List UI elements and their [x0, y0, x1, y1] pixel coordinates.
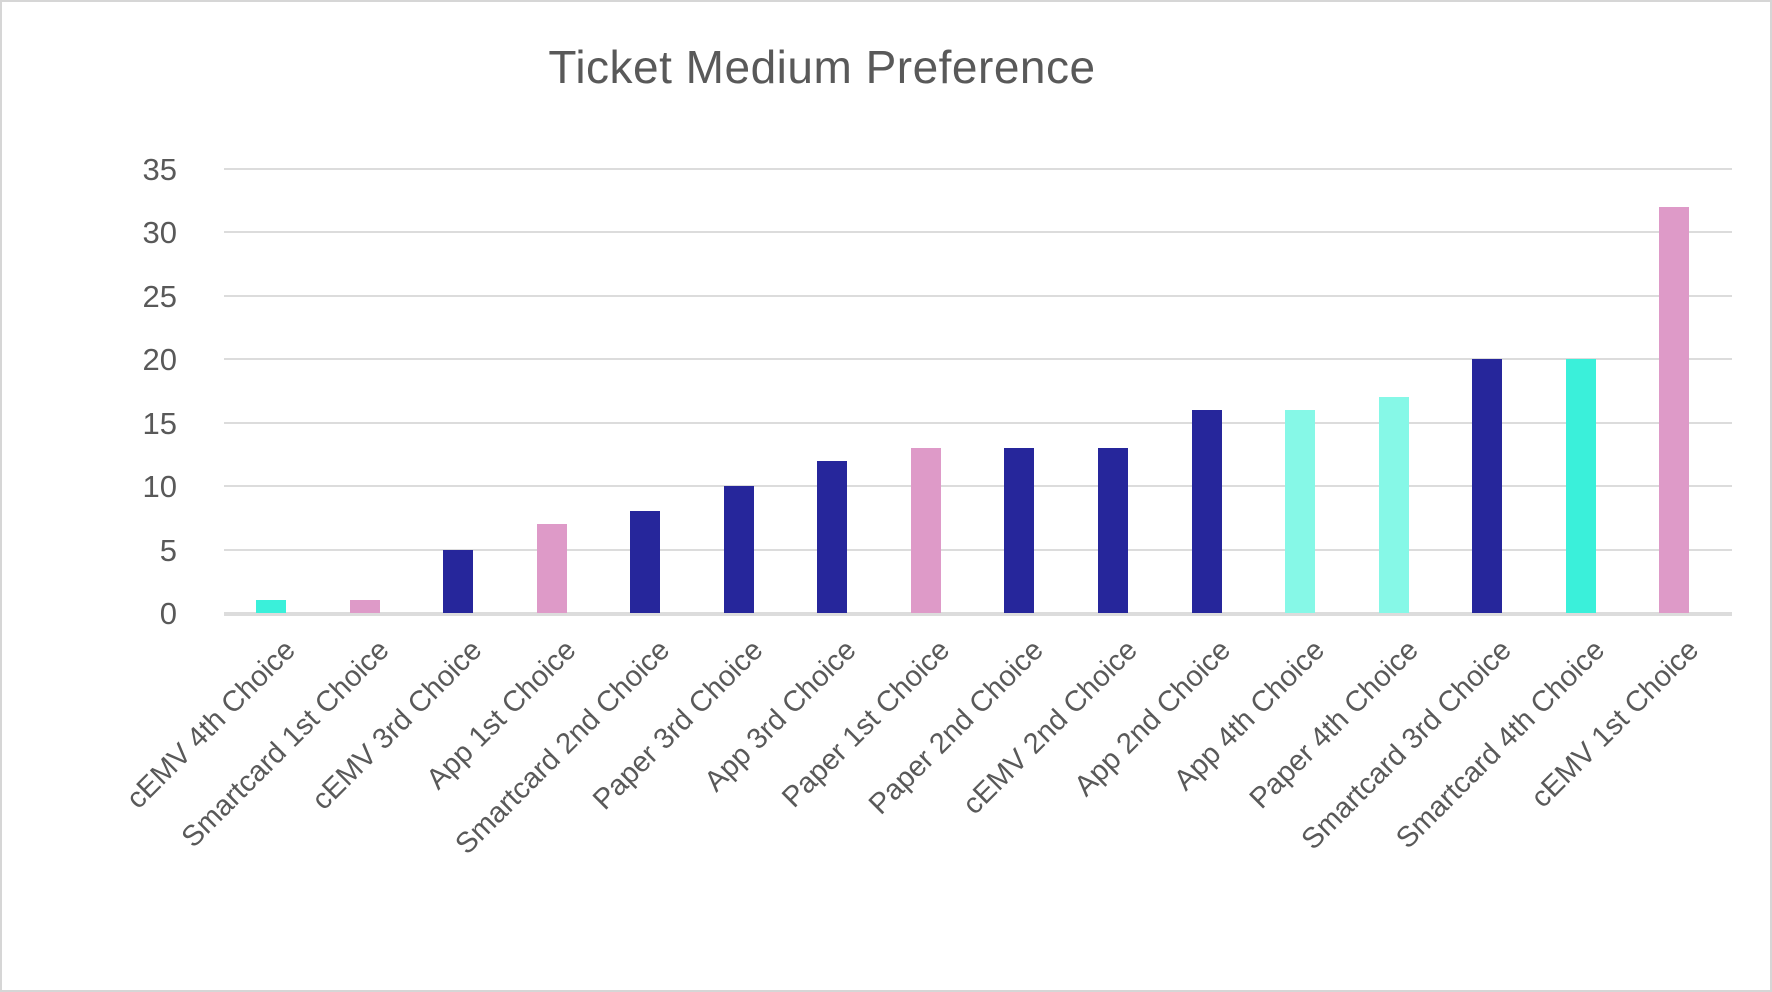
gridline-y5 [224, 548, 1732, 551]
bar-app-4th-choice [1285, 409, 1316, 613]
gridline-y0 [224, 612, 1732, 616]
chart-title: Ticket Medium Preference [548, 41, 1096, 93]
bar-cemv-1st-choice [1659, 206, 1690, 613]
y-tick-label: 30 [142, 215, 177, 250]
x-category-label: Paper 3rd Choice [587, 634, 770, 817]
x-category-label: cEMV 2nd Choice [956, 634, 1144, 821]
bar-cemv-3rd-choice [443, 549, 474, 613]
y-tick-label: 35 [142, 151, 177, 187]
gridline-y35 [224, 167, 1732, 170]
y-tick-label: 5 [159, 532, 177, 568]
x-category-label: cEMV 3rd Choice [306, 634, 489, 817]
x-category-label: Paper 4th Choice [1243, 634, 1425, 816]
gridline-y15 [224, 421, 1732, 424]
bar-smartcard-3rd-choice [1472, 359, 1503, 613]
bar-cemv-4th-choice [256, 600, 286, 613]
y-tick-label: 0 [159, 596, 177, 631]
bar-paper-1st-choice [910, 447, 941, 613]
x-category-label: cEMV 1st Choice [1524, 634, 1705, 814]
bar-smartcard-2nd-choice [630, 511, 661, 613]
bar-paper-4th-choice [1378, 397, 1409, 613]
gridline-y20 [224, 358, 1732, 360]
bar-smartcard-4th-choice [1565, 359, 1596, 613]
gridline-y25 [224, 294, 1732, 297]
gridline-y30 [224, 231, 1732, 233]
bar-paper-3rd-choice [723, 486, 754, 613]
y-tick-label: 25 [142, 278, 177, 314]
x-category-label: Paper 2nd Choice [863, 634, 1051, 821]
y-tick-label: 10 [142, 469, 177, 504]
bar-app-3rd-choice [817, 460, 848, 613]
x-category-label: cEMV 4th Choice [120, 634, 302, 816]
x-category-label: Paper 1st Choice [776, 634, 957, 814]
bar-paper-2nd-choice [1004, 447, 1035, 613]
bar-cemv-2nd-choice [1097, 447, 1128, 613]
y-tick-label: 15 [142, 405, 177, 441]
bar-app-1st-choice [536, 524, 567, 613]
gridline-y10 [224, 485, 1732, 487]
y-tick-label: 20 [142, 342, 177, 377]
bar-app-2nd-choice [1191, 409, 1222, 613]
bar-smartcard-1st-choice [349, 600, 380, 613]
